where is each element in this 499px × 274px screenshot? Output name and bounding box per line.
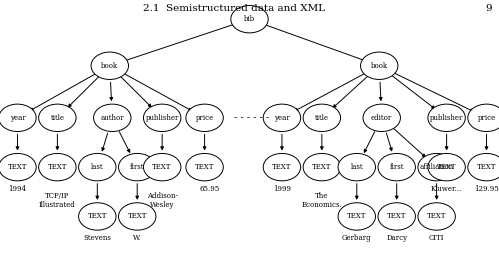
Text: year: year	[9, 114, 25, 122]
Ellipse shape	[263, 104, 300, 132]
Text: Stevens: Stevens	[83, 234, 111, 242]
Text: Darcy: Darcy	[386, 234, 407, 242]
Text: bib: bib	[244, 15, 255, 23]
Ellipse shape	[363, 104, 400, 132]
Ellipse shape	[263, 153, 300, 181]
Ellipse shape	[143, 104, 181, 132]
Text: CITI: CITI	[429, 234, 445, 242]
Ellipse shape	[468, 104, 499, 132]
Text: 9: 9	[485, 4, 492, 13]
Ellipse shape	[468, 153, 499, 181]
Text: first: first	[130, 163, 145, 171]
Text: W.: W.	[133, 234, 141, 242]
Text: affiliation: affiliation	[420, 163, 454, 171]
Ellipse shape	[418, 153, 455, 181]
Text: title: title	[315, 114, 329, 122]
Ellipse shape	[93, 104, 131, 132]
Ellipse shape	[91, 52, 129, 79]
Text: title: title	[50, 114, 64, 122]
Text: first: first	[389, 163, 404, 171]
Ellipse shape	[303, 153, 340, 181]
Text: - - - - - -: - - - - - -	[235, 113, 269, 122]
Ellipse shape	[119, 203, 156, 230]
Ellipse shape	[119, 153, 156, 181]
Text: TEXT: TEXT	[87, 212, 107, 221]
Ellipse shape	[360, 52, 398, 79]
Text: author: author	[100, 114, 124, 122]
Text: publisher: publisher	[146, 114, 179, 122]
Ellipse shape	[0, 104, 36, 132]
Text: last: last	[91, 163, 104, 171]
Text: TEXT: TEXT	[427, 212, 447, 221]
Ellipse shape	[186, 153, 223, 181]
Ellipse shape	[0, 153, 36, 181]
Text: TEXT: TEXT	[312, 163, 332, 171]
Ellipse shape	[143, 153, 181, 181]
Text: 2.1  Semistructured data and XML: 2.1 Semistructured data and XML	[144, 4, 325, 13]
Ellipse shape	[428, 104, 465, 132]
Text: price: price	[478, 114, 496, 122]
Text: 1999: 1999	[273, 185, 291, 193]
Ellipse shape	[418, 203, 455, 230]
Ellipse shape	[378, 203, 415, 230]
Text: TEXT: TEXT	[127, 212, 147, 221]
Text: publisher: publisher	[430, 114, 463, 122]
Text: Gerbarg: Gerbarg	[342, 234, 372, 242]
Ellipse shape	[39, 104, 76, 132]
Text: TEXT: TEXT	[477, 163, 497, 171]
Text: TEXT: TEXT	[7, 163, 27, 171]
Ellipse shape	[39, 153, 76, 181]
Ellipse shape	[231, 5, 268, 33]
Text: Kluwer...: Kluwer...	[431, 185, 462, 193]
Ellipse shape	[79, 153, 116, 181]
Text: TEXT: TEXT	[272, 163, 292, 171]
Text: TEXT: TEXT	[387, 212, 407, 221]
Ellipse shape	[303, 104, 340, 132]
Ellipse shape	[338, 203, 375, 230]
Text: TEXT: TEXT	[47, 163, 67, 171]
Text: TEXT: TEXT	[195, 163, 215, 171]
Text: price: price	[196, 114, 214, 122]
Text: 1994: 1994	[8, 185, 26, 193]
Text: book: book	[371, 62, 388, 70]
Text: 129.95: 129.95	[474, 185, 499, 193]
Text: Addison-
Wesley: Addison- Wesley	[147, 192, 178, 209]
Text: last: last	[350, 163, 363, 171]
Text: year: year	[274, 114, 290, 122]
Ellipse shape	[338, 153, 375, 181]
Ellipse shape	[186, 104, 223, 132]
Ellipse shape	[378, 153, 415, 181]
Text: editor: editor	[371, 114, 392, 122]
Ellipse shape	[79, 203, 116, 230]
Text: TEXT: TEXT	[437, 163, 457, 171]
Text: book: book	[101, 62, 118, 70]
Text: TCP/IP
Illustrated: TCP/IP Illustrated	[39, 192, 76, 209]
Text: The
Economics.: The Economics.	[301, 192, 342, 209]
Text: TEXT: TEXT	[347, 212, 367, 221]
Text: 65.95: 65.95	[200, 185, 220, 193]
Text: TEXT: TEXT	[152, 163, 172, 171]
Ellipse shape	[428, 153, 465, 181]
